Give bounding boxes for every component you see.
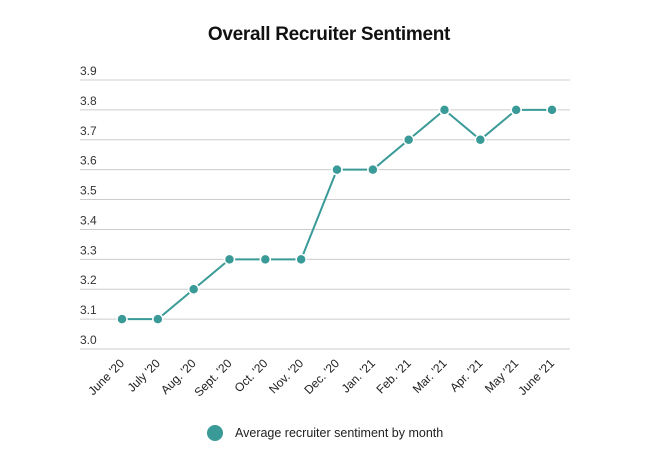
data-point xyxy=(152,313,164,325)
x-tick-label: July '20 xyxy=(125,356,164,395)
x-tick-label: Feb. '21 xyxy=(373,356,414,397)
y-tick-label: 3.7 xyxy=(80,124,97,138)
x-tick-label: Sept. '20 xyxy=(191,356,234,399)
data-point xyxy=(402,134,415,146)
x-tick-label: Jan. '21 xyxy=(339,356,379,396)
data-point xyxy=(510,104,522,116)
y-tick-label: 3.1 xyxy=(80,303,97,317)
chart-title: Overall Recruiter Sentiment xyxy=(207,24,451,45)
x-tick-label: Oct. '20 xyxy=(232,356,271,395)
y-tick-label: 3.6 xyxy=(80,154,97,168)
y-tick-label: 3.9 xyxy=(80,64,97,78)
data-point xyxy=(331,163,343,176)
x-tick-label: June '20 xyxy=(85,356,127,398)
series-line xyxy=(122,108,552,321)
data-point xyxy=(474,134,487,146)
x-tick-label: Mar. '21 xyxy=(410,356,450,396)
y-tick-label: 3.0 xyxy=(80,333,97,347)
x-tick-label: Apr. '21 xyxy=(447,356,486,395)
data-point xyxy=(546,104,558,116)
legend: Average recruiter sentiment by month xyxy=(207,425,443,441)
legend-swatch-icon xyxy=(207,425,223,441)
legend-label: Average recruiter sentiment by month xyxy=(235,426,444,440)
data-point xyxy=(367,163,379,176)
x-tick-label: May '21 xyxy=(482,356,522,396)
y-tick-label: 3.4 xyxy=(80,213,97,227)
data-point xyxy=(295,253,307,266)
y-tick-label: 3.5 xyxy=(80,184,97,198)
data-point xyxy=(187,283,200,295)
data-point xyxy=(259,253,272,266)
data-point xyxy=(223,253,236,266)
y-tick-label: 3.8 xyxy=(80,94,97,108)
y-tick-label: 3.2 xyxy=(80,273,97,287)
x-tick-label: Nov. '20 xyxy=(266,356,306,396)
data-point xyxy=(116,313,128,325)
data-point xyxy=(438,104,451,116)
x-tick-label: Dec. '20 xyxy=(301,356,342,397)
x-tick-label: June '21 xyxy=(515,356,557,398)
y-tick-label: 3.3 xyxy=(80,243,97,257)
